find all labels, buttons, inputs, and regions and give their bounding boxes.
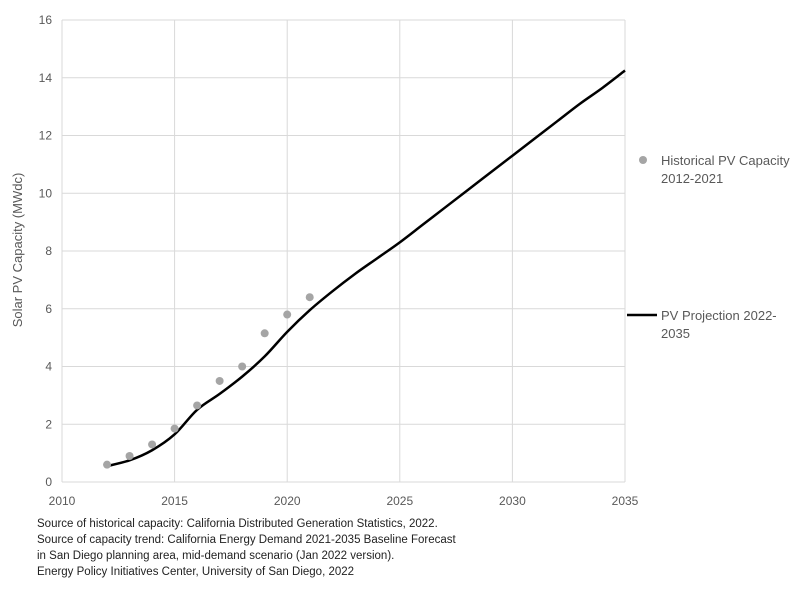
y-tick-label: 0	[45, 475, 52, 489]
legend-label-historical: Historical PV Capacity	[661, 153, 790, 168]
source-line-scenario: in San Diego planning area, mid-demand s…	[37, 550, 395, 562]
y-tick-label: 6	[45, 302, 52, 316]
source-line-trend: Source of capacity trend: California Ene…	[37, 534, 456, 546]
y-tick-label: 12	[39, 129, 53, 143]
x-tick-label: 2030	[499, 494, 526, 505]
source-line-historical: Source of historical capacity: Californi…	[37, 518, 438, 530]
historical-point	[215, 376, 224, 385]
historical-point	[238, 362, 247, 371]
x-tick-label: 2020	[274, 494, 301, 505]
y-tick-label: 8	[45, 244, 52, 258]
source-line-publisher: Energy Policy Initiatives Center, Univer…	[37, 566, 355, 578]
x-tick-label: 2035	[612, 494, 639, 505]
y-tick-label: 4	[45, 360, 52, 374]
y-tick-label: 2	[45, 417, 52, 431]
historical-point	[170, 424, 179, 433]
historical-point	[260, 329, 269, 338]
legend-label-projection: 2035	[661, 326, 690, 341]
y-tick-label: 16	[39, 13, 53, 27]
legend-marker-historical	[639, 156, 647, 164]
legend-label-historical: 2012-2021	[661, 171, 723, 186]
x-tick-label: 2010	[49, 494, 76, 505]
projection-line	[106, 69, 626, 468]
y-axis-title: Solar PV Capacity (MWdc)	[10, 173, 25, 328]
gridlines	[62, 19, 626, 482]
axes	[61, 20, 625, 483]
historical-series	[103, 293, 314, 469]
projection-series	[106, 69, 626, 468]
historical-point	[305, 293, 314, 302]
source-notes: Source of historical capacity: Californi…	[37, 516, 597, 580]
pv-capacity-chart: 0 2 4 6 8 10 12 14 16 2010 2015 2020 2025 2030 2035 Hi…	[10, 13, 790, 505]
tick-labels: 0 2 4 6 8 10 12 14 16 2010 2015 2020 2025 2030 2035	[39, 13, 639, 505]
historical-point	[148, 440, 157, 449]
x-tick-label: 2015	[161, 494, 188, 505]
y-tick-label: 10	[39, 186, 53, 200]
historical-point	[193, 401, 202, 410]
historical-point	[125, 452, 134, 461]
x-tick-label: 2025	[386, 494, 413, 505]
historical-point	[103, 460, 112, 469]
y-tick-label: 14	[39, 71, 53, 85]
legend-label-projection: PV Projection 2022-	[661, 308, 777, 323]
legend: Historical PV Capacity 2012-2021 PV Projec…	[627, 153, 790, 341]
historical-point	[283, 310, 292, 319]
